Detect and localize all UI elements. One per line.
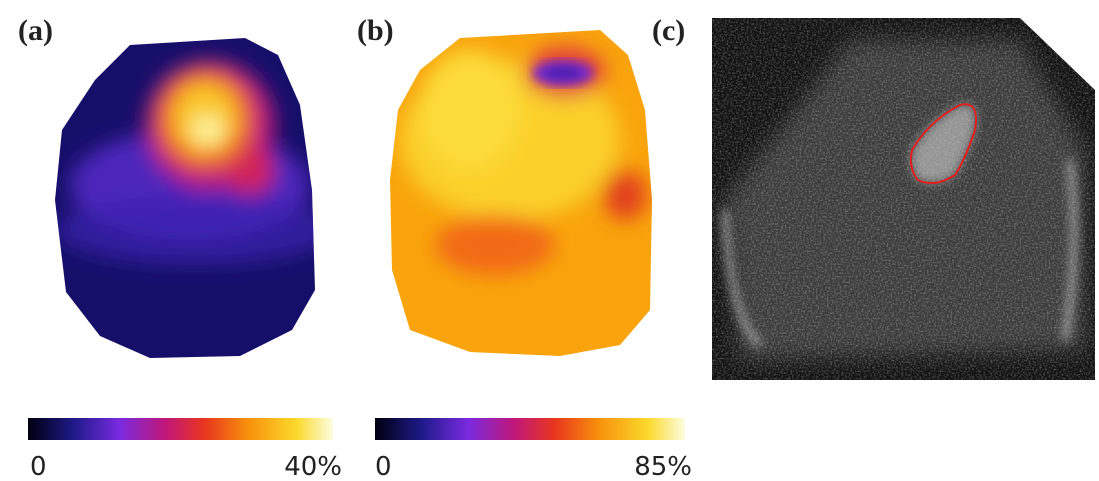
colorbar-min-label: 0 — [375, 452, 392, 481]
panel-label: (c) — [652, 14, 685, 47]
colorbar-min-label: 0 — [30, 452, 47, 481]
heatmap-b — [380, 20, 670, 370]
panel-label: (b) — [357, 14, 394, 47]
colorbar-max-label: 85% — [634, 452, 692, 481]
figure: (a) (b) (c) — [0, 0, 1099, 481]
colorbar — [28, 418, 333, 440]
panel-label: (a) — [18, 14, 53, 47]
colorbar-max-label: 40% — [284, 452, 342, 481]
colorbar — [375, 418, 685, 440]
heatmap-a — [40, 30, 335, 370]
ultrasound-image — [712, 18, 1097, 380]
